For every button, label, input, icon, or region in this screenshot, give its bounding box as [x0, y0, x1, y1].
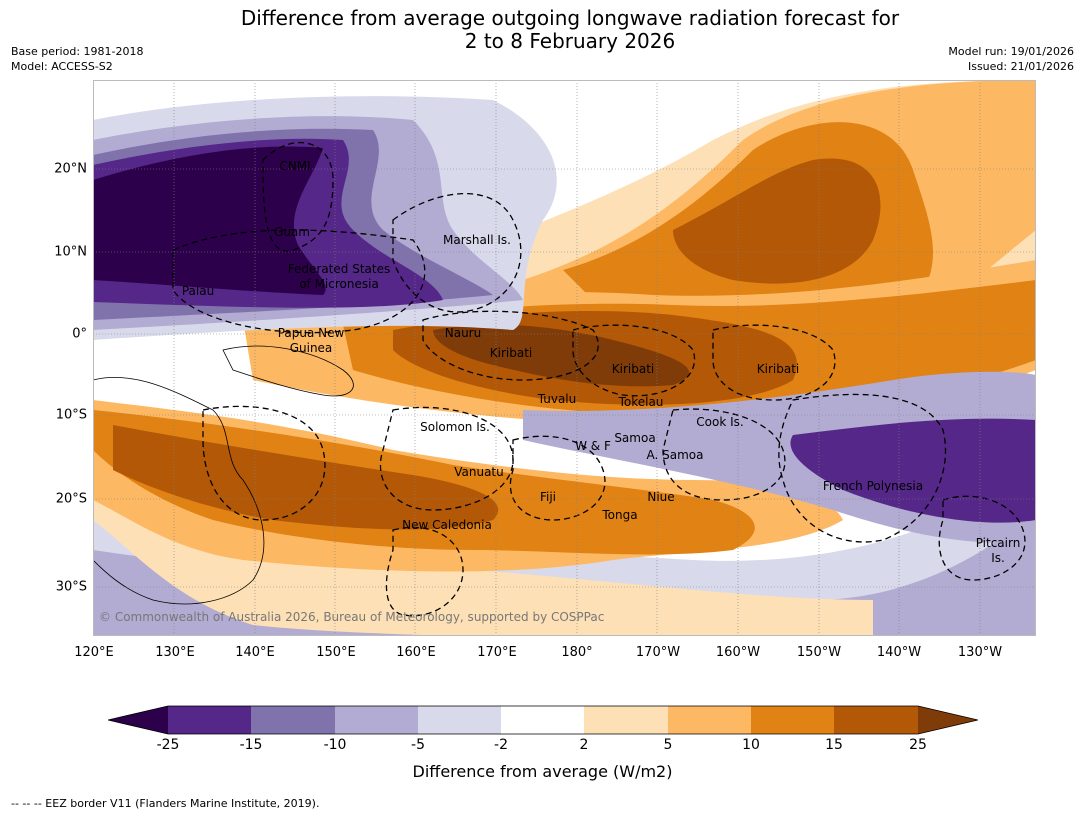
contour-sw-dark-orange [113, 425, 499, 530]
label-marshall: Marshall Is. [443, 233, 511, 247]
contour-eq-deep-orange [433, 324, 690, 387]
png-outline [222, 345, 354, 397]
title-line-1: Difference from average outgoing longwav… [240, 6, 900, 30]
colorbar-tick-7: 10 [742, 737, 760, 753]
label-new-caledonia: New Caledonia [402, 518, 492, 532]
issued-date: Issued: 21/01/2026 [967, 60, 1074, 73]
copyright-credit: © Commonwealth of Australia 2026, Bureau… [99, 610, 604, 624]
colorbar-swatch-3 [335, 706, 418, 734]
contour-nw-deep-purple [93, 146, 326, 295]
label-tonga: Tonga [601, 508, 637, 522]
eez-borders [172, 141, 1026, 617]
label-png-line2: Guinea [290, 341, 333, 355]
model-name: Model: ACCESS-S2 [11, 60, 113, 73]
colorbar-tick-9: 25 [909, 737, 927, 753]
colorbar-arrow-left [108, 706, 168, 734]
colorbar-arrow-right [918, 706, 978, 734]
lon-label-170w: 170°W [635, 645, 681, 660]
label-palau: Palau [182, 284, 214, 298]
colorbar-tick-2: -10 [323, 737, 347, 753]
base-period: Base period: 1981-2018 [11, 45, 144, 58]
colorbar-swatch-5 [501, 706, 584, 734]
lon-label-170e: 170°E [477, 645, 517, 660]
lon-label-130e: 130°E [155, 645, 195, 660]
lat-label-0: 0° [72, 326, 87, 342]
label-pitcairn-line1: Pitcairn [976, 536, 1021, 550]
label-png-line1: Papua New [278, 326, 345, 340]
label-fsm-line1: Federated States [288, 262, 390, 276]
footnote: -- -- -- EEZ border V11 (Flanders Marine… [11, 797, 320, 810]
label-cook-islands: Cook Is. [696, 415, 743, 429]
label-tokelau: Tokelau [618, 395, 664, 409]
label-guam: Guam [274, 225, 310, 239]
map-svg: CNMI Guam Federated States of Micronesia… [93, 80, 1036, 636]
lat-label-30s: 30°S [55, 579, 87, 595]
title-line-2: 2 to 8 February 2026 [464, 29, 676, 53]
lon-label-140w: 140°W [876, 645, 922, 660]
colorbar-swatch-7 [668, 706, 751, 734]
map-panel: CNMI Guam Federated States of Micronesia… [93, 80, 1036, 636]
label-kiribati-west: Kiribati [490, 346, 532, 360]
colorbar-swatch-4 [418, 706, 501, 734]
land-outline [93, 376, 265, 605]
label-fiji: Fiji [540, 490, 556, 504]
colorbar-label: Difference from average (W/m2) [412, 762, 673, 781]
meta-right: Model run: 19/01/2026 Issued: 21/01/2026 [948, 44, 1074, 74]
label-pitcairn-line2: Is. [991, 551, 1005, 565]
lon-label-150e: 150°E [316, 645, 356, 660]
colorbar-tick-1: -15 [239, 737, 263, 753]
colorbar-swatch-9 [834, 706, 918, 734]
label-fsm-line2: of Micronesia [299, 277, 379, 291]
map-frame [93, 80, 1036, 636]
colorbar [107, 703, 979, 737]
lon-label-150w: 150°W [796, 645, 842, 660]
colorbar-swatch-2 [251, 706, 335, 734]
colorbar-tick-8: 15 [825, 737, 843, 753]
label-french-polynesia: French Polynesia [823, 479, 923, 493]
label-kiribati-central: Kiribati [612, 362, 654, 376]
lat-label-20s: 20°S [55, 491, 87, 507]
colorbar-swatch-1 [168, 706, 251, 734]
lon-label-130w: 130°W [957, 645, 1003, 660]
graticule [93, 80, 1036, 636]
label-kiribati-east: Kiribati [757, 362, 799, 376]
model-run: Model run: 19/01/2026 [948, 45, 1074, 58]
lon-label-120e: 120°E [74, 645, 114, 660]
contour-n-dark-orange [673, 158, 881, 284]
lat-label-10n: 10°N [54, 244, 87, 260]
label-wallis-futuna: W & F [575, 439, 611, 453]
label-cnmi: CNMI [279, 159, 310, 173]
label-samoa: Samoa [614, 431, 655, 445]
lon-label-160w: 160°W [715, 645, 761, 660]
lon-label-140e: 140°E [235, 645, 275, 660]
contour-south-light-orange [93, 500, 873, 636]
label-nauru: Nauru [445, 326, 481, 340]
label-niue: Niue [647, 490, 674, 504]
lat-label-20n: 20°N [54, 161, 87, 177]
colorbar-swatch-8 [751, 706, 834, 734]
chart-title: Difference from average outgoing longwav… [0, 7, 1085, 53]
label-tuvalu: Tuvalu [537, 392, 577, 406]
colorbar-tick-6: 5 [663, 737, 673, 753]
meta-left: Base period: 1981-2018 Model: ACCESS-S2 [11, 44, 143, 74]
lon-label-180: 180° [561, 645, 593, 660]
label-solomon: Solomon Is. [420, 420, 490, 434]
colorbar-tick-0: -25 [156, 737, 180, 753]
label-vanuatu: Vanuatu [454, 465, 504, 479]
label-american-samoa: A. Samoa [647, 448, 704, 462]
colorbar-svg [107, 705, 979, 735]
lon-label-160e: 160°E [396, 645, 436, 660]
lat-label-10s: 10°S [55, 407, 87, 423]
colorbar-tick-3: -5 [411, 737, 425, 753]
colorbar-tick-5: 2 [579, 737, 589, 753]
colorbar-tick-4: -2 [494, 737, 508, 753]
colorbar-swatch-6 [584, 706, 668, 734]
